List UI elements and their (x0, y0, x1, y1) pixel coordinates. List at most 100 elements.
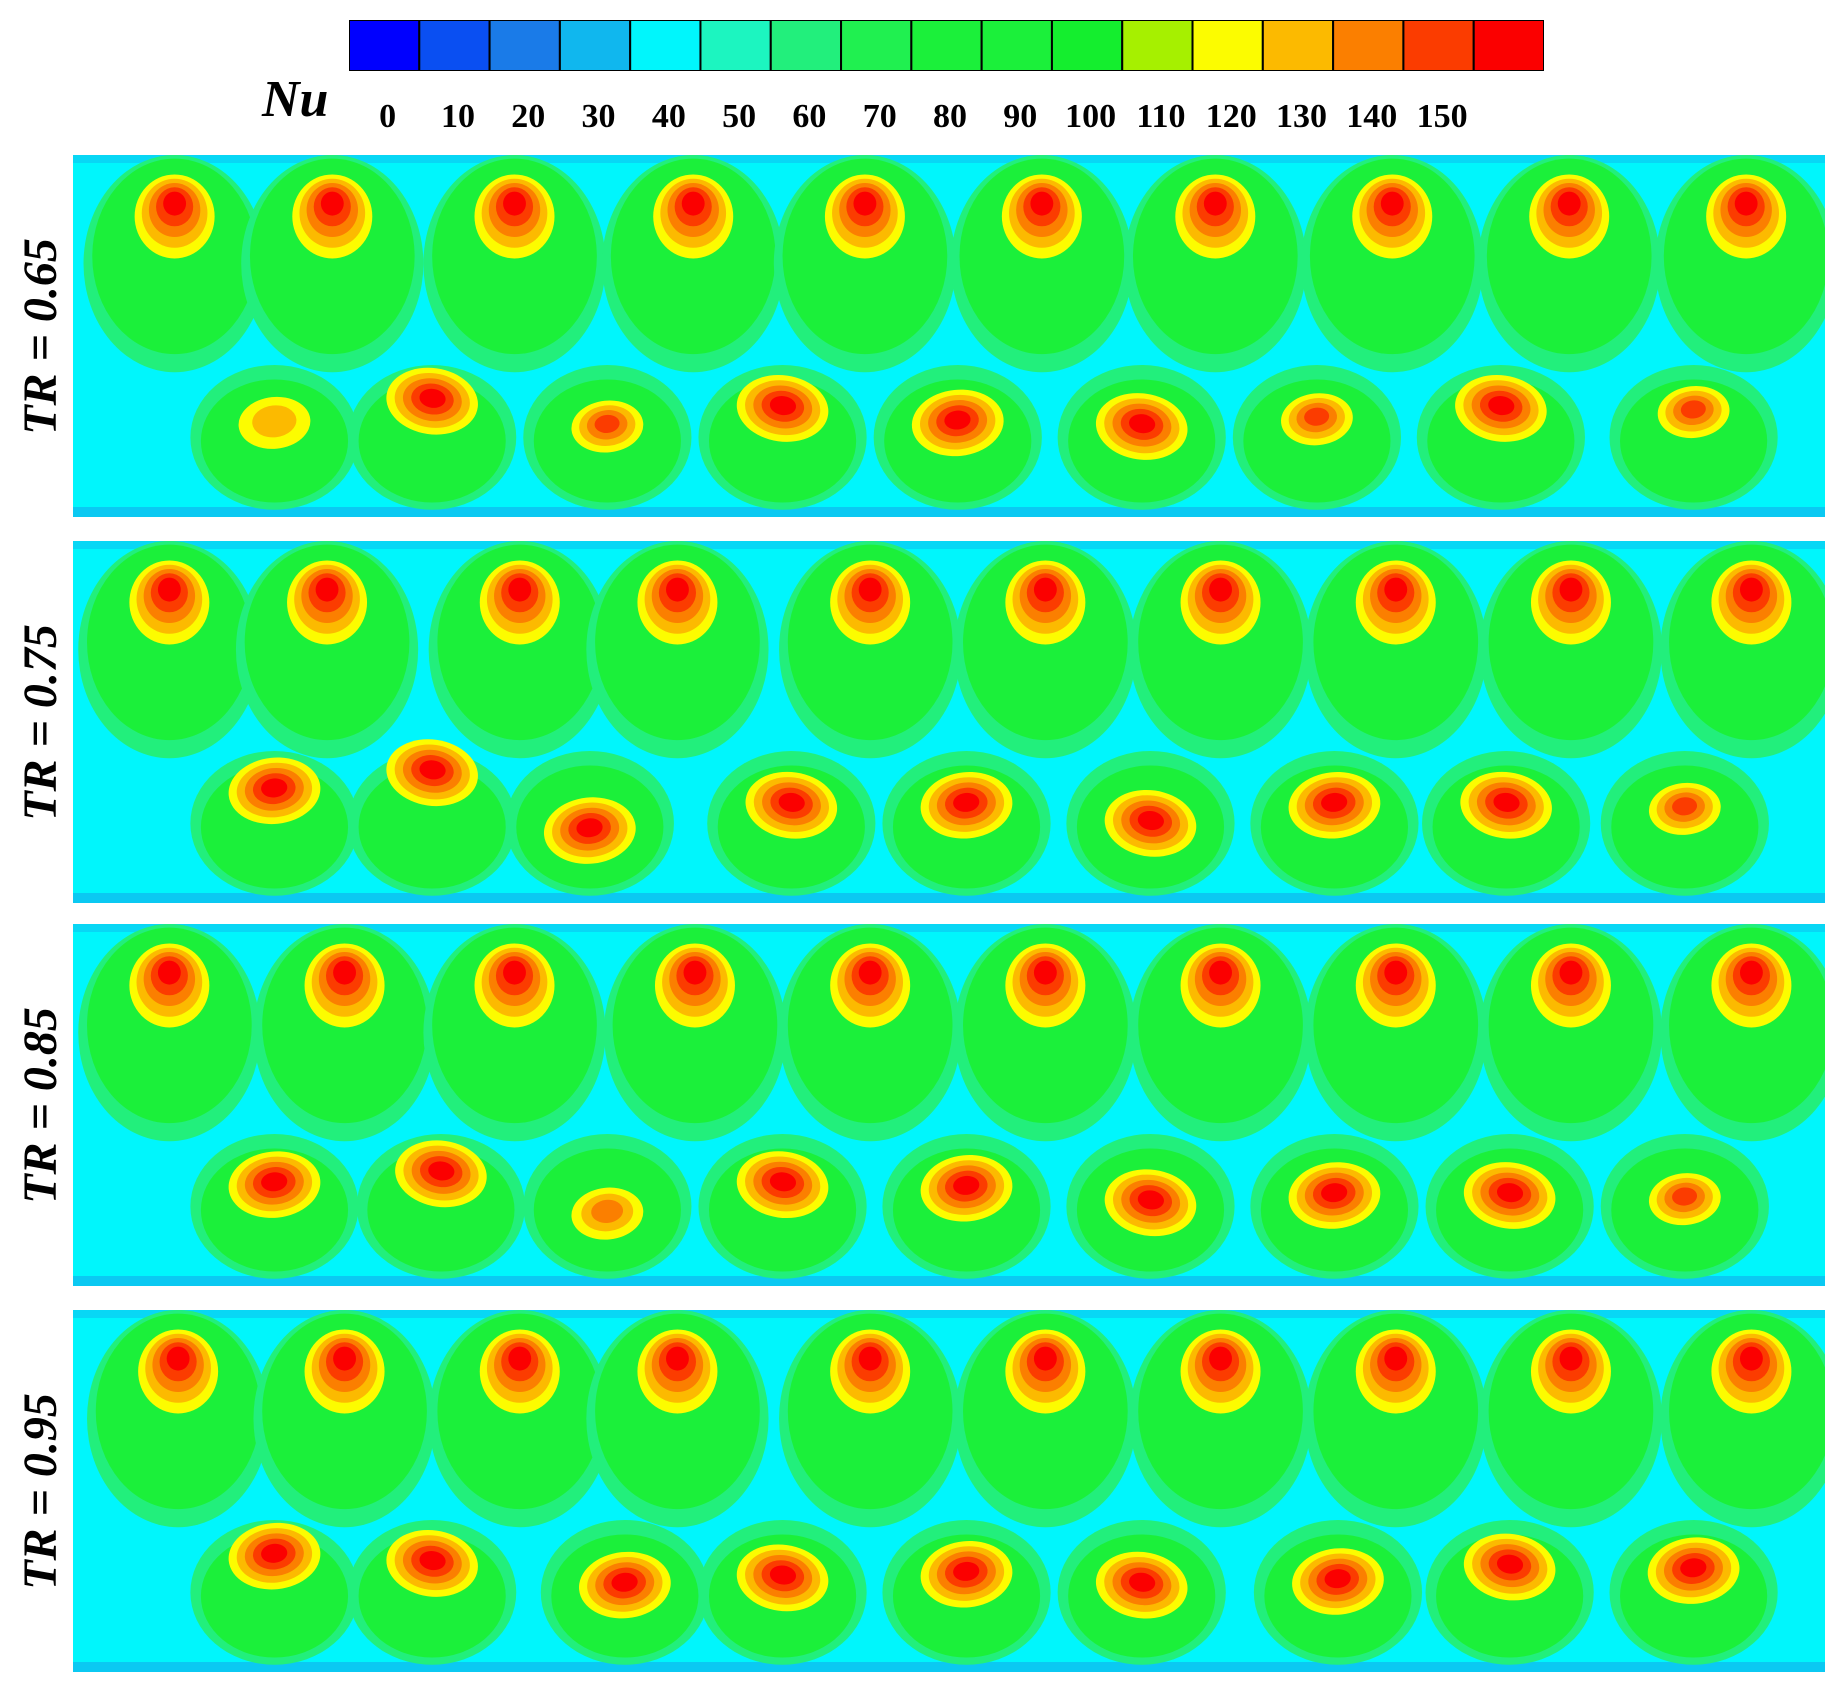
colorbar-tick-label: 100 (1065, 98, 1117, 135)
colorbar-cell (840, 20, 913, 71)
contour-band (666, 1346, 689, 1371)
hot-spot (830, 1329, 911, 1414)
hot-spot (1648, 1173, 1721, 1226)
hot-spot (830, 943, 911, 1028)
hot-spot (386, 367, 478, 435)
hot-spot (830, 560, 911, 645)
hot-spot (1530, 943, 1611, 1028)
colorbar-cell (980, 20, 1053, 71)
contour-band (769, 1565, 797, 1585)
contour-band (1137, 810, 1164, 831)
hot-spot (386, 739, 478, 807)
contour-band (1203, 191, 1227, 216)
hot-spot (571, 400, 644, 453)
contour-plot (73, 541, 1825, 903)
colorbar-tick-label: 120 (1205, 98, 1257, 135)
wall-band (73, 924, 1825, 932)
panel: TR = 0.85 (0, 924, 1840, 1286)
colorbar-tick-label: 40 (651, 98, 686, 135)
colorbar-cell (558, 20, 632, 71)
colorbar-cell (1121, 20, 1194, 71)
contour-band (1559, 1346, 1583, 1371)
contour-band (611, 1572, 638, 1592)
colorbar-tick-label: 140 (1346, 98, 1398, 135)
panel-label-text: TR = 0.95 (13, 1392, 67, 1590)
contour-band (1384, 577, 1408, 602)
hot-spot (736, 1151, 829, 1219)
contour-band (858, 577, 882, 602)
colorbar-tick-label: 30 (581, 98, 616, 135)
hot-spot (1463, 1533, 1556, 1601)
contour-band (594, 414, 620, 433)
contour-band (1324, 1569, 1351, 1589)
hot-spot (228, 757, 321, 825)
panel: TR = 0.65 (0, 155, 1840, 517)
hot-spot (1175, 174, 1256, 259)
contour-band (1030, 191, 1054, 216)
panel-label-text: TR = 0.65 (13, 237, 67, 435)
colorbar-cell (1402, 20, 1475, 71)
hot-spot (1292, 1548, 1384, 1615)
contour-band (1384, 1346, 1408, 1371)
contour-band (1033, 960, 1057, 985)
contour-band (166, 1346, 190, 1371)
hot-spot (292, 174, 373, 259)
contour-band (858, 1346, 882, 1371)
hot-spot (1005, 560, 1086, 645)
hot-spot (1648, 782, 1721, 835)
contour-band (666, 577, 689, 602)
panel-label: TR = 0.65 (8, 155, 72, 517)
hot-spot (1463, 1162, 1556, 1229)
contour-band (1493, 792, 1520, 812)
wall-band (73, 541, 1825, 549)
contour-band (1209, 960, 1232, 985)
contour-band (1739, 1346, 1763, 1371)
hot-spot (911, 389, 1004, 457)
contour-band (503, 960, 526, 985)
hot-spot (1355, 560, 1436, 645)
contour-band (1384, 960, 1408, 985)
contour-band (163, 191, 187, 216)
hot-spot (228, 1151, 321, 1218)
flow-cell (1620, 379, 1768, 503)
contour-band (1734, 191, 1758, 216)
hot-spot (1095, 1551, 1188, 1619)
contour-band (681, 191, 705, 216)
contour-band (1033, 1346, 1057, 1371)
contour-band (1321, 1183, 1348, 1203)
contour-band (419, 1551, 446, 1571)
colorbar-tick-label: 130 (1275, 98, 1327, 135)
contour-band (1496, 1554, 1524, 1574)
contour-band (858, 960, 882, 985)
hot-spot (395, 1140, 487, 1208)
hot-spot (1530, 1329, 1611, 1414)
colorbar-cell (769, 20, 843, 71)
contour-band (333, 960, 356, 985)
hot-spot (543, 797, 636, 864)
hot-spot (1355, 1329, 1436, 1414)
hot-spot (1288, 771, 1381, 839)
hot-spot (1460, 771, 1552, 839)
contour-band (1209, 1346, 1232, 1371)
contour-band (769, 396, 797, 416)
hot-spot (1001, 174, 1082, 259)
contour-band (252, 405, 297, 438)
hot-spot (571, 1187, 644, 1240)
contour-band (853, 191, 877, 216)
contour-band (261, 1543, 288, 1563)
contour-band (1033, 577, 1057, 602)
contour-band (683, 960, 707, 985)
contour-band (1559, 577, 1583, 602)
colorbar (349, 20, 1544, 71)
hot-spot (1281, 393, 1353, 446)
hot-spot (304, 943, 385, 1028)
colorbar-tick-label: 10 (440, 98, 475, 135)
contour-band (1304, 407, 1330, 426)
hot-spot (134, 174, 215, 259)
contour-band (1557, 191, 1581, 216)
contour-band (1680, 400, 1706, 419)
hot-spot (1711, 560, 1792, 645)
hot-spot (474, 174, 555, 259)
contour-plot (73, 155, 1825, 517)
contour-band (1129, 414, 1156, 434)
